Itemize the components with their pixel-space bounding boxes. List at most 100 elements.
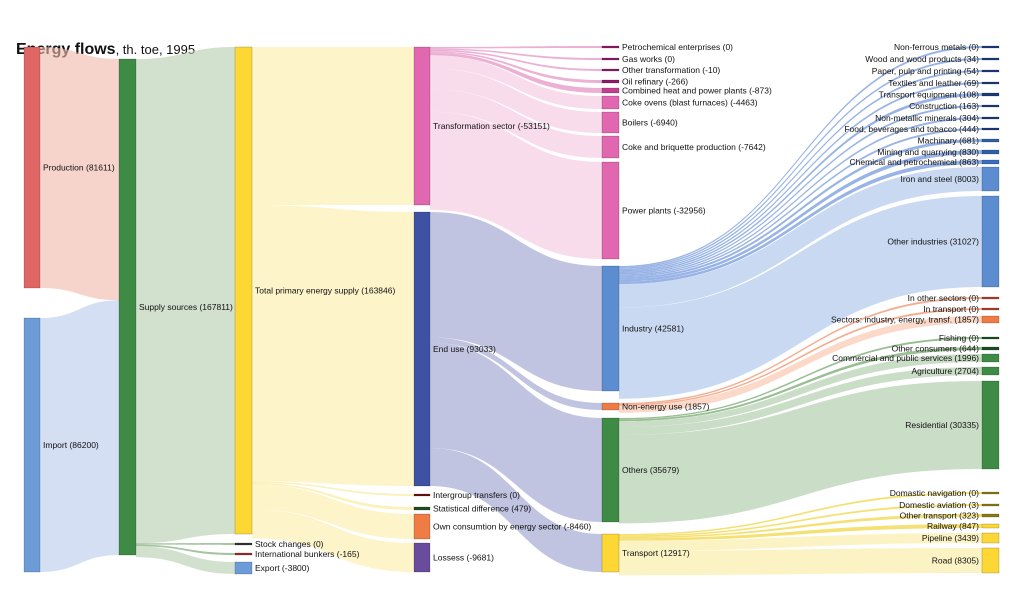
node-label-sectorsind: Sectors: industry, energy, transf. (1857… xyxy=(831,315,979,325)
flow-link-enduse-others xyxy=(430,342,602,522)
flow-link-industry-mining xyxy=(619,150,982,282)
node-label-boilers: Boilers (-6940) xyxy=(622,118,678,128)
flow-link-supply-stock xyxy=(136,543,235,545)
flow-link-industry-nonmetallic xyxy=(619,117,982,276)
flow-link-supply-export xyxy=(136,546,235,574)
node-label-owncons: Own consumtion by energy sector (-8460) xyxy=(433,522,591,532)
node-domnav xyxy=(981,491,1000,495)
node-bunkers xyxy=(234,552,253,556)
flow-link-transport-road xyxy=(619,548,982,576)
node-agriculture xyxy=(981,366,1000,376)
node-road xyxy=(981,547,1000,574)
node-sectorsind xyxy=(981,315,1000,324)
node-oilref xyxy=(601,79,620,84)
flow-link-supply-bunkers xyxy=(136,544,235,555)
flow-link-industry-ironsteel xyxy=(619,167,982,308)
flow-link-others-otherconsumers xyxy=(619,347,982,422)
flow-link-nonenergy-inothersec xyxy=(619,297,982,405)
node-label-production: Production (81611) xyxy=(43,163,115,173)
node-intergroup xyxy=(413,493,431,497)
node-othertransport xyxy=(981,513,1000,518)
flow-link-industry-chemical xyxy=(619,160,982,285)
flow-link-tpes-intergroup xyxy=(252,481,414,496)
flow-link-tpes-transform xyxy=(252,47,414,205)
flow-link-industry-wood xyxy=(619,58,982,269)
node-label-transeq: Transport equipment (108) xyxy=(879,90,979,100)
node-label-othertransport: Other transport (323) xyxy=(900,511,980,521)
node-label-import: Import (86200) xyxy=(43,440,99,450)
node-owncons xyxy=(413,513,431,540)
node-label-mining: Mining and quarrying (830) xyxy=(877,147,979,157)
node-label-briquette: Coke and briquette production (-7642) xyxy=(622,142,766,152)
flow-link-transform-cokeovens xyxy=(430,55,602,109)
node-label-inothersec: In other sectors (0) xyxy=(908,293,980,303)
node-supply xyxy=(118,58,137,556)
node-label-fishing: Fishing (0) xyxy=(939,333,979,343)
node-mining xyxy=(981,149,1000,155)
node-stock xyxy=(234,542,253,546)
node-otherind xyxy=(981,195,1000,288)
node-ironsteel xyxy=(981,166,1000,192)
flow-links xyxy=(40,46,982,576)
flow-link-transport-pipeline xyxy=(619,533,982,551)
node-label-transform: Transformation sector (-53151) xyxy=(433,121,550,131)
chart-subtitle: , th. toe, 1995 xyxy=(115,42,196,57)
node-label-transport: Transport (12917) xyxy=(622,548,690,558)
node-label-losses: Lossess (-9681) xyxy=(433,553,494,563)
node-transeq xyxy=(981,92,1000,97)
flow-link-transport-domav xyxy=(619,504,982,537)
flow-link-industry-food xyxy=(619,128,982,278)
flow-link-tpes-statdiff xyxy=(252,482,414,510)
flow-link-transport-domnav xyxy=(619,492,982,536)
flow-link-industry-textiles xyxy=(619,82,982,272)
node-label-nonenergy: Non-energy use (1857) xyxy=(622,402,710,412)
flow-link-others-agriculture xyxy=(619,367,982,435)
flow-link-industry-paper xyxy=(619,70,982,271)
flow-link-nonenergy-sectorsind xyxy=(619,316,982,413)
node-label-chemical: Chemical and petrochemical (863) xyxy=(850,157,980,167)
flow-link-transform-chp xyxy=(430,52,602,93)
node-statdiff xyxy=(413,506,431,511)
node-label-stock: Stock changes (0) xyxy=(255,539,324,549)
node-transform xyxy=(413,46,431,206)
node-label-wood: Wood and wood products (34) xyxy=(865,54,979,64)
node-enduse xyxy=(413,211,431,487)
node-machinery xyxy=(981,138,1000,143)
flow-link-transform-oilref xyxy=(430,51,602,83)
flow-link-enduse-industry xyxy=(430,212,602,391)
node-commercial xyxy=(981,353,1000,363)
node-label-railway: Railway (847) xyxy=(927,521,979,531)
node-label-supply: Supply sources (167811) xyxy=(139,302,233,312)
node-pipeline xyxy=(981,532,1000,544)
node-food xyxy=(981,127,1000,131)
flow-link-enduse-transport xyxy=(430,447,602,572)
node-label-power: Power plants (-32956) xyxy=(622,206,706,216)
node-others xyxy=(601,417,620,523)
node-label-ironsteel: Iron and steel (8003) xyxy=(901,174,980,184)
node-transport xyxy=(601,533,620,573)
node-gasworks xyxy=(601,57,620,61)
flow-link-industry-nonferrous xyxy=(619,46,982,268)
node-nonenergy xyxy=(601,402,620,411)
node-label-nonferrous: Non-ferrous metals (0) xyxy=(894,42,979,52)
node-petrochem xyxy=(601,45,620,49)
flow-nodes xyxy=(23,45,1000,575)
flow-link-others-commercial xyxy=(619,354,982,428)
flow-link-tpes-losses xyxy=(252,509,414,572)
flow-link-industry-construction xyxy=(619,105,982,275)
node-label-intransport: In transport (0) xyxy=(923,304,979,314)
node-label-construction: Construction (163) xyxy=(909,101,979,111)
flow-link-tpes-owncons xyxy=(252,484,414,539)
node-label-textiles: Textiles and leather (69) xyxy=(888,78,979,88)
node-losses xyxy=(413,542,431,573)
node-export xyxy=(234,561,253,575)
node-labels: Production (81611) Import (86200) Supply s… xyxy=(43,42,979,573)
node-label-commercial: Commercial and public services (1996) xyxy=(832,353,979,363)
node-label-cokeovens: Coke ovens (blast furnaces) (-4463) xyxy=(622,98,758,108)
node-label-statdiff: Statistical difference (479) xyxy=(433,504,531,514)
node-domav xyxy=(981,503,1000,507)
node-label-otherind: Other industries (31027) xyxy=(887,237,979,247)
node-import xyxy=(23,317,41,573)
node-label-industry: Industry (42581) xyxy=(622,324,684,334)
